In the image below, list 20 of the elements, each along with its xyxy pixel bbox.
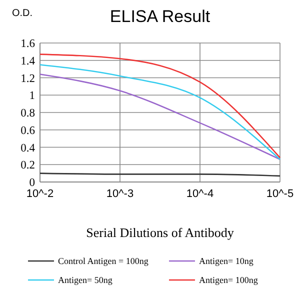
y-tick-label: 0.4 <box>20 142 36 154</box>
legend-label: Antigen= 50ng <box>58 275 113 285</box>
y-tick-label: 0.2 <box>20 160 36 172</box>
legend-label: Antigen= 100ng <box>199 275 258 285</box>
chart-title: ELISA Result <box>110 7 210 26</box>
y-tick-label: 1.2 <box>20 72 36 85</box>
y-tick-label: 0.6 <box>20 124 36 137</box>
x-tick-label: 10^-5 <box>266 188 294 200</box>
y-tick-label: 0 <box>29 177 36 189</box>
y-axis-title: O.D. <box>12 8 33 19</box>
y-tick-label: 0.8 <box>20 108 36 120</box>
y-tick-label: 1.6 <box>20 38 36 50</box>
legend-label: Antigen= 10ng <box>199 256 254 266</box>
x-tick-label: 10^-3 <box>106 188 134 200</box>
x-tick-label: 10^-2 <box>26 188 54 200</box>
y-tick-label: 1.4 <box>20 55 36 68</box>
y-tick-label: 1 <box>29 90 36 102</box>
x-tick-label: 10^-4 <box>186 188 214 200</box>
legend-label: Control Antigen = 100ng <box>58 256 149 266</box>
x-axis-title: Serial Dilutions of Antibody <box>86 225 234 240</box>
